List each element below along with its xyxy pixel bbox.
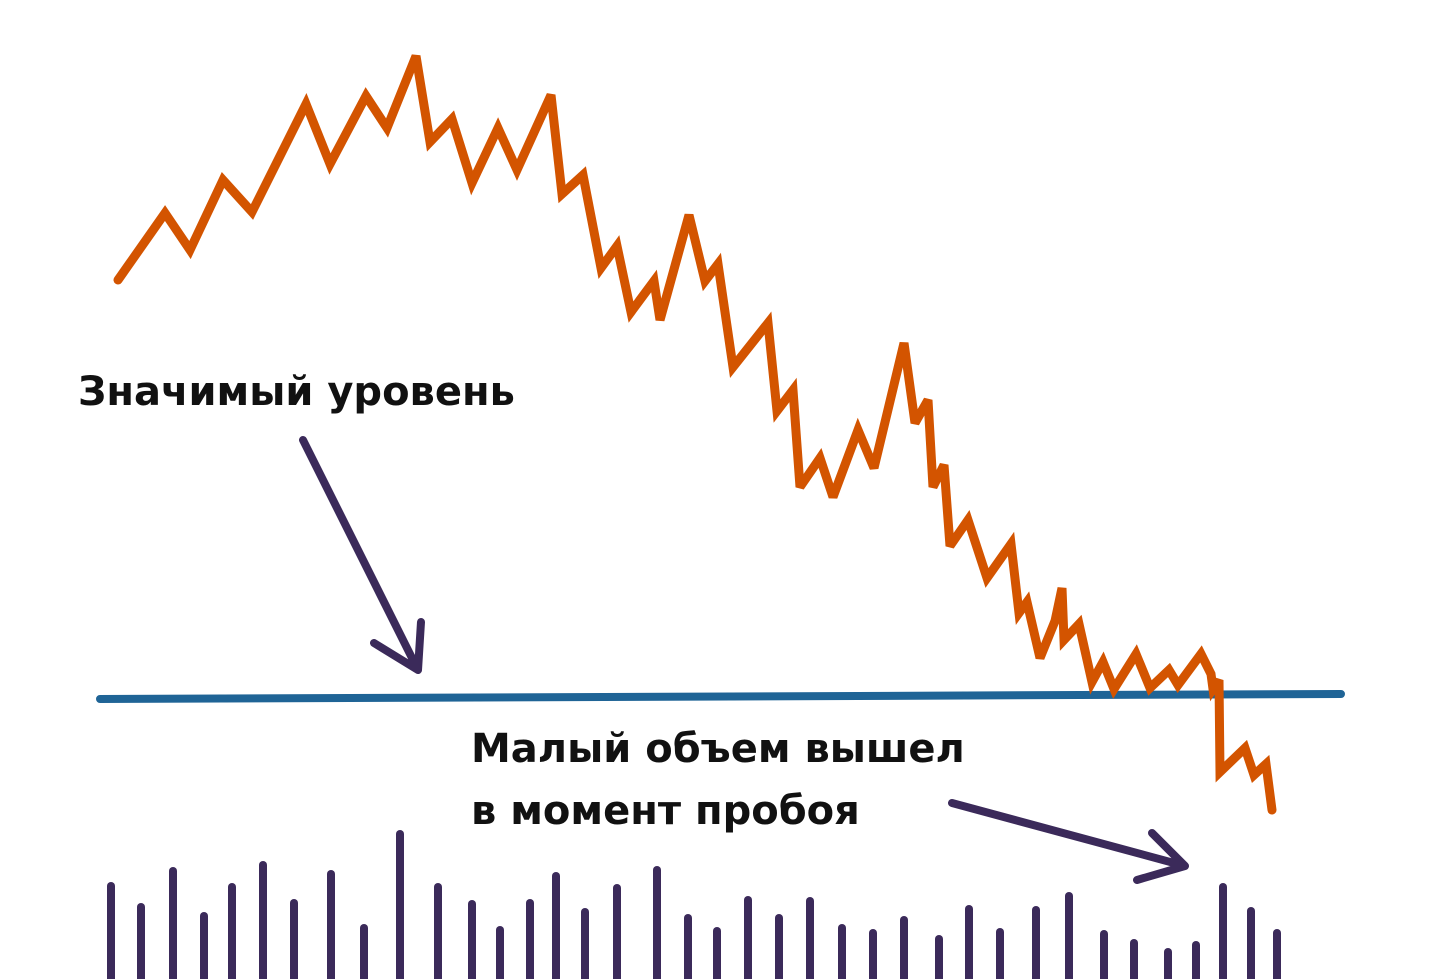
volume-bars — [107, 830, 1281, 979]
level-arrow — [299, 436, 425, 674]
volume-annotation-line1: Малый объем вышел — [471, 726, 965, 772]
level-annotation: Значимый уровень — [78, 369, 515, 415]
price-line — [113, 54, 1277, 815]
volume-arrow — [948, 799, 1189, 884]
volume-annotation-line2: в момент пробоя — [471, 788, 860, 834]
significant-level-line — [96, 690, 1345, 703]
